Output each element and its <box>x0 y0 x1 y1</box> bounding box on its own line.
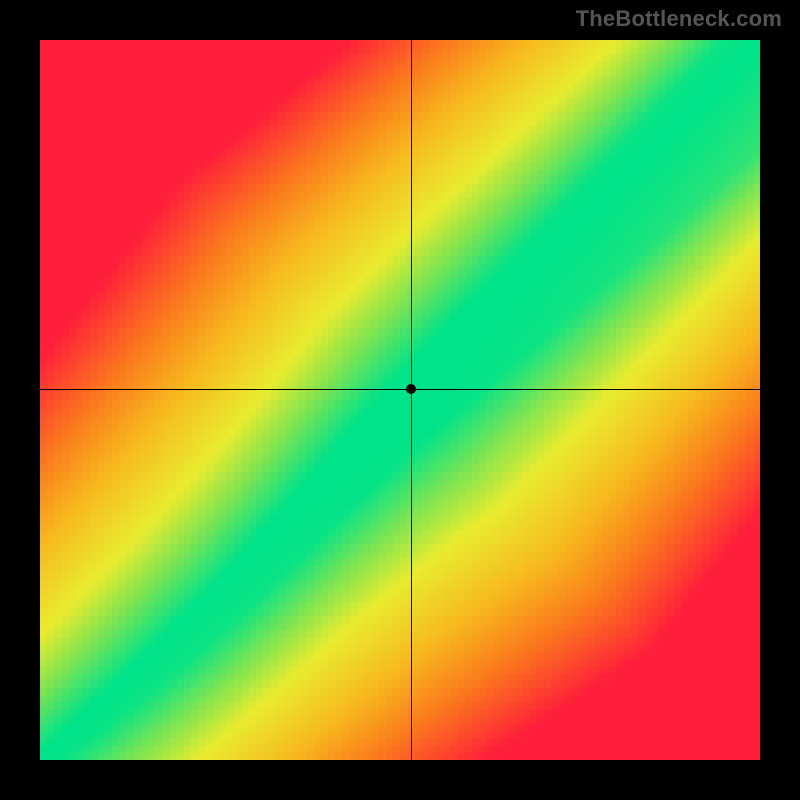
chart-root: TheBottleneck.com <box>0 0 800 800</box>
crosshair-marker-dot <box>406 384 416 394</box>
plot-area <box>40 40 760 760</box>
crosshair-vertical <box>411 40 412 760</box>
crosshair-horizontal <box>40 389 760 390</box>
watermark-text: TheBottleneck.com <box>576 6 782 32</box>
bottleneck-heatmap <box>40 40 760 760</box>
